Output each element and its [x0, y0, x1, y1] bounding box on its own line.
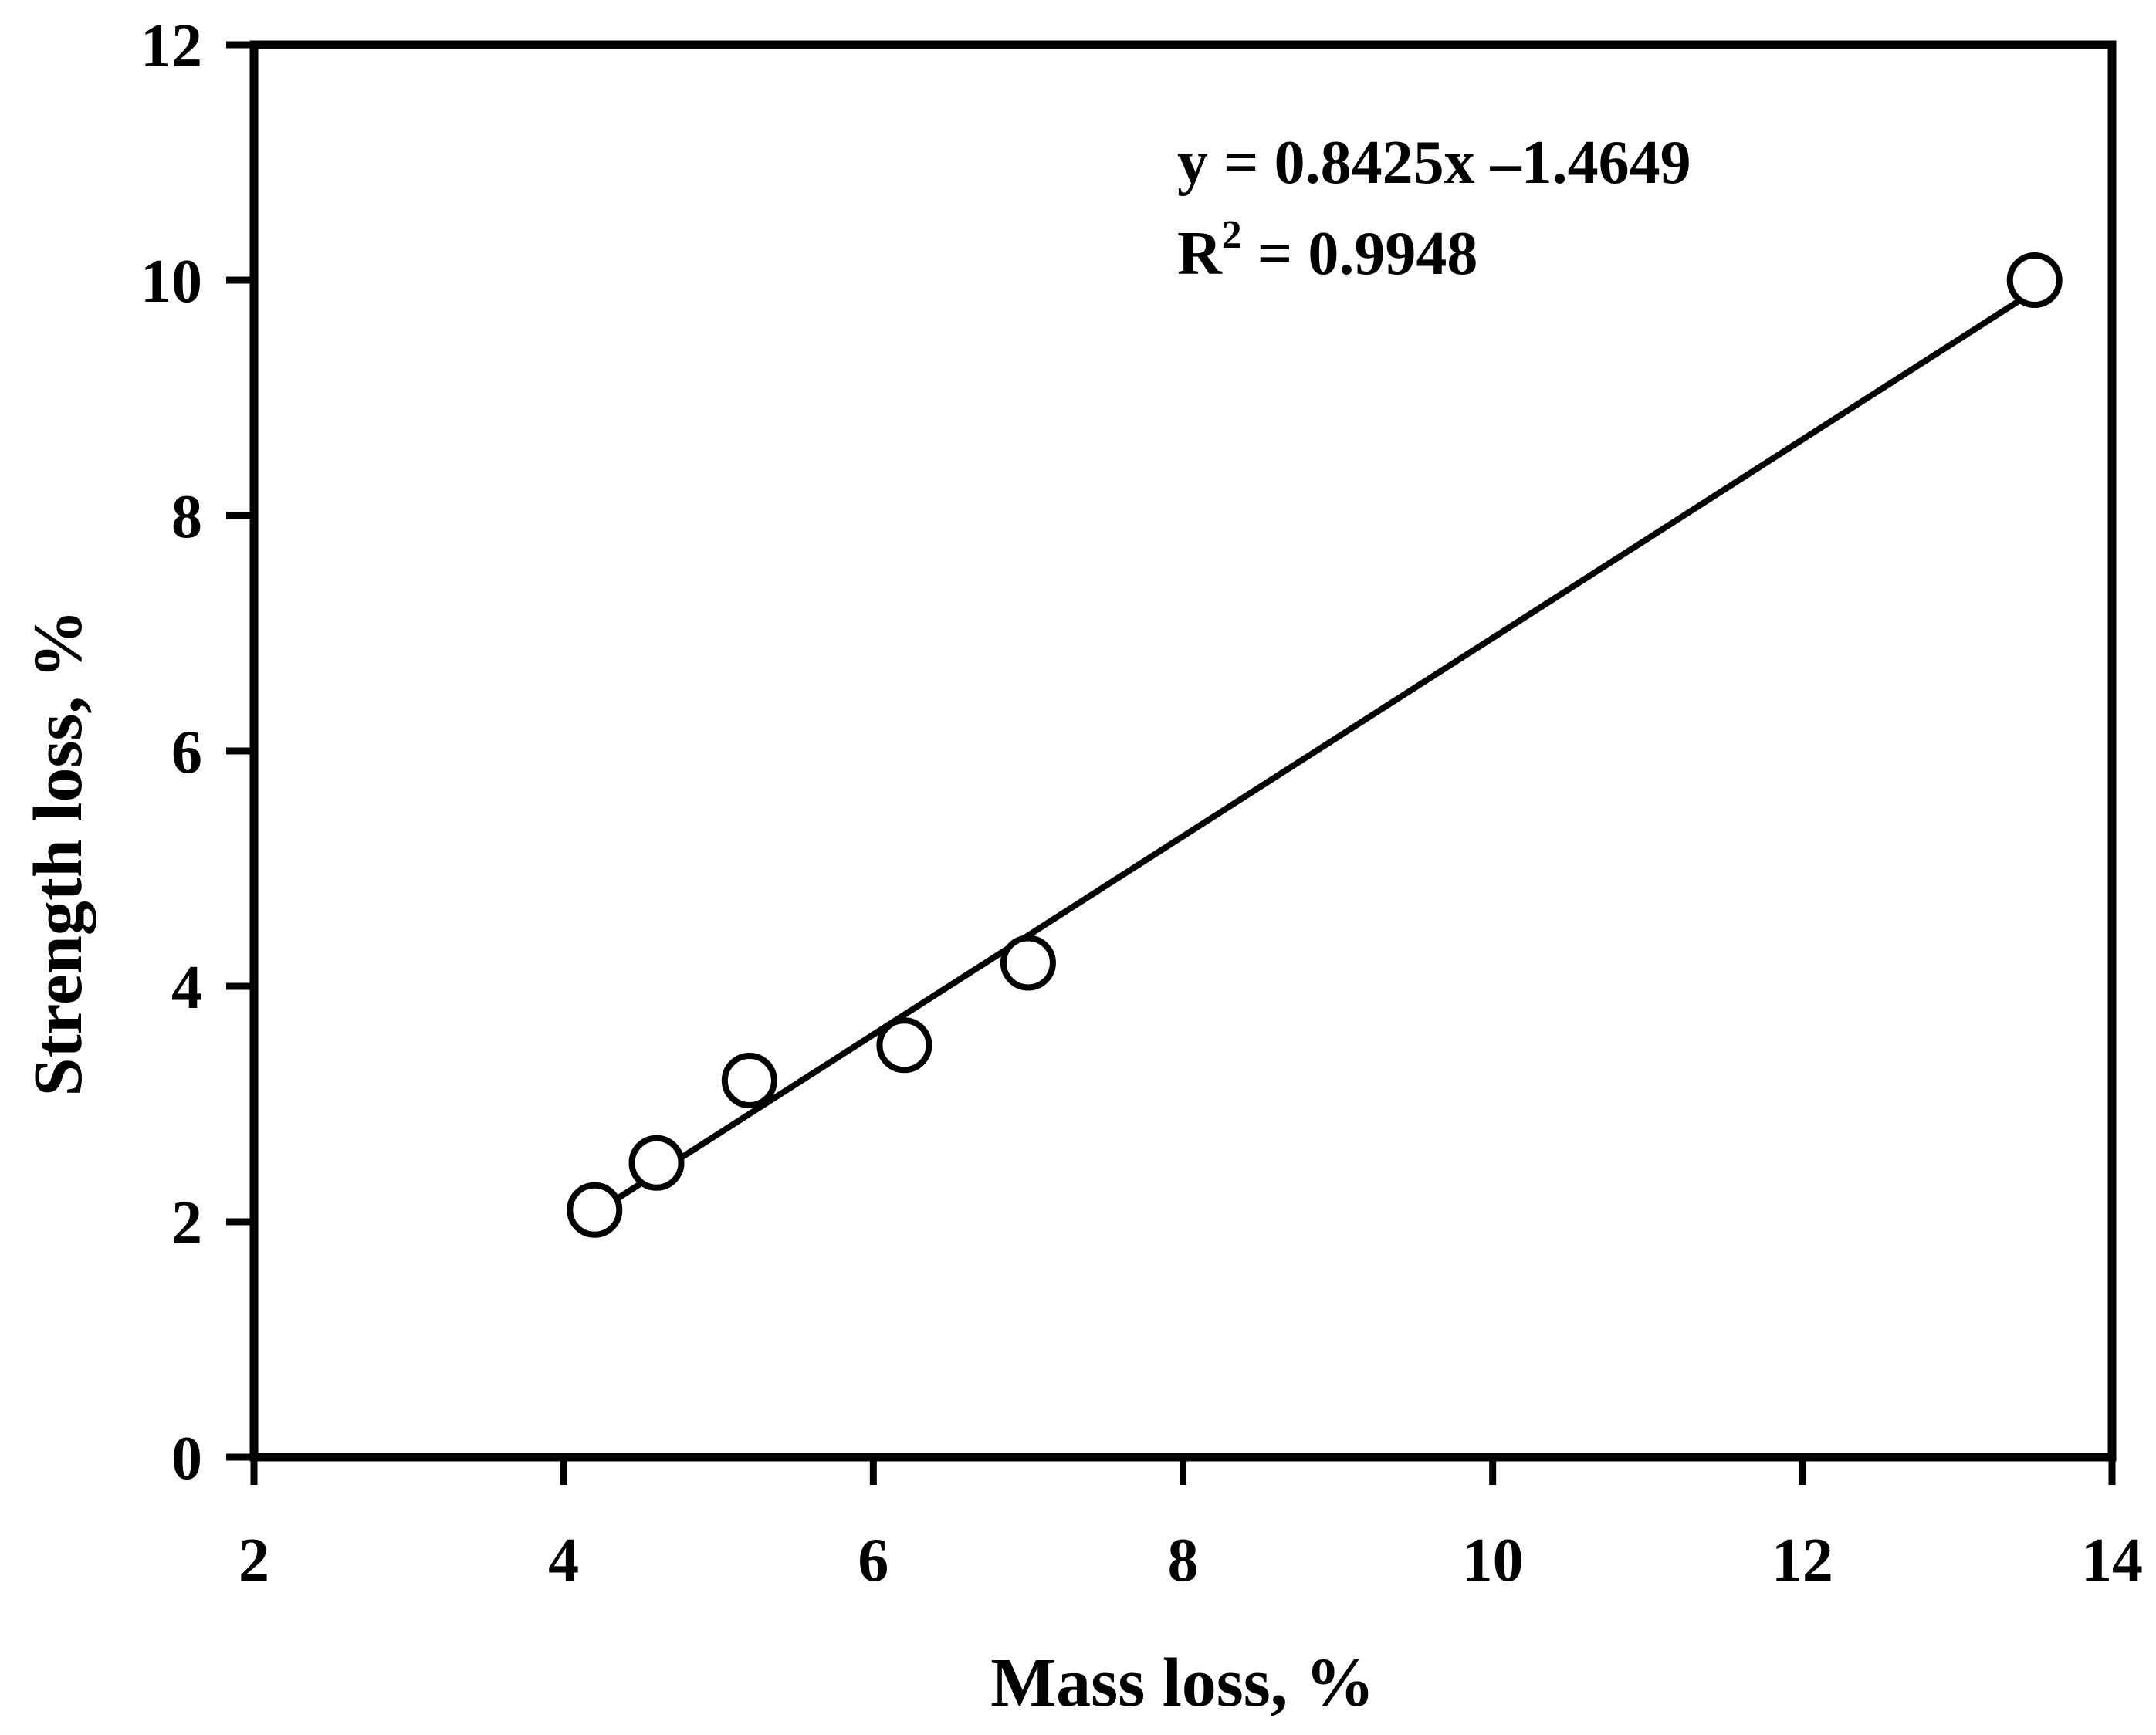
fit-equation: y = 0.8425x –1.4649 [1177, 129, 1691, 197]
y-tick-label: 2 [171, 1189, 202, 1257]
data-point [1000, 935, 1056, 991]
y-tick-label: 12 [140, 12, 202, 80]
x-axis-label: Mass loss, % [990, 1645, 1375, 1721]
data-point [628, 1135, 685, 1191]
fit-line-layer [593, 288, 2036, 1216]
x-tick-label: 12 [1772, 1527, 1833, 1595]
regression-line [593, 288, 2036, 1216]
y-tick-label: 10 [140, 248, 202, 316]
r-squared-value: = 0.9948 [1242, 220, 1478, 288]
x-tick-label: 10 [1462, 1527, 1524, 1595]
data-points [567, 252, 2063, 1238]
y-tick-label: 6 [171, 719, 202, 786]
x-tick-label: 4 [548, 1527, 579, 1595]
data-point [876, 1017, 932, 1074]
y-tick-label: 4 [171, 954, 202, 1022]
r-squared-prefix: R [1177, 220, 1223, 288]
x-tick-label: 8 [1168, 1527, 1199, 1595]
y-axis-label: Strength loss, % [20, 610, 96, 1097]
x-tick-label: 14 [2081, 1527, 2143, 1595]
x-tick-label: 2 [239, 1527, 269, 1595]
r-squared: R2 = 0.9948 [1177, 213, 1477, 288]
data-point [721, 1053, 777, 1108]
data-point [567, 1182, 623, 1238]
data-point [2006, 252, 2063, 308]
x-tick-label: 6 [858, 1527, 888, 1595]
r-squared-superscript: 2 [1222, 213, 1242, 257]
y-axis: 0 2 4 6 8 10 12 [140, 12, 254, 1493]
y-tick-label: 0 [171, 1425, 202, 1493]
x-axis: 2 4 6 8 10 12 14 [239, 1457, 2143, 1595]
y-tick-label: 8 [171, 483, 202, 551]
